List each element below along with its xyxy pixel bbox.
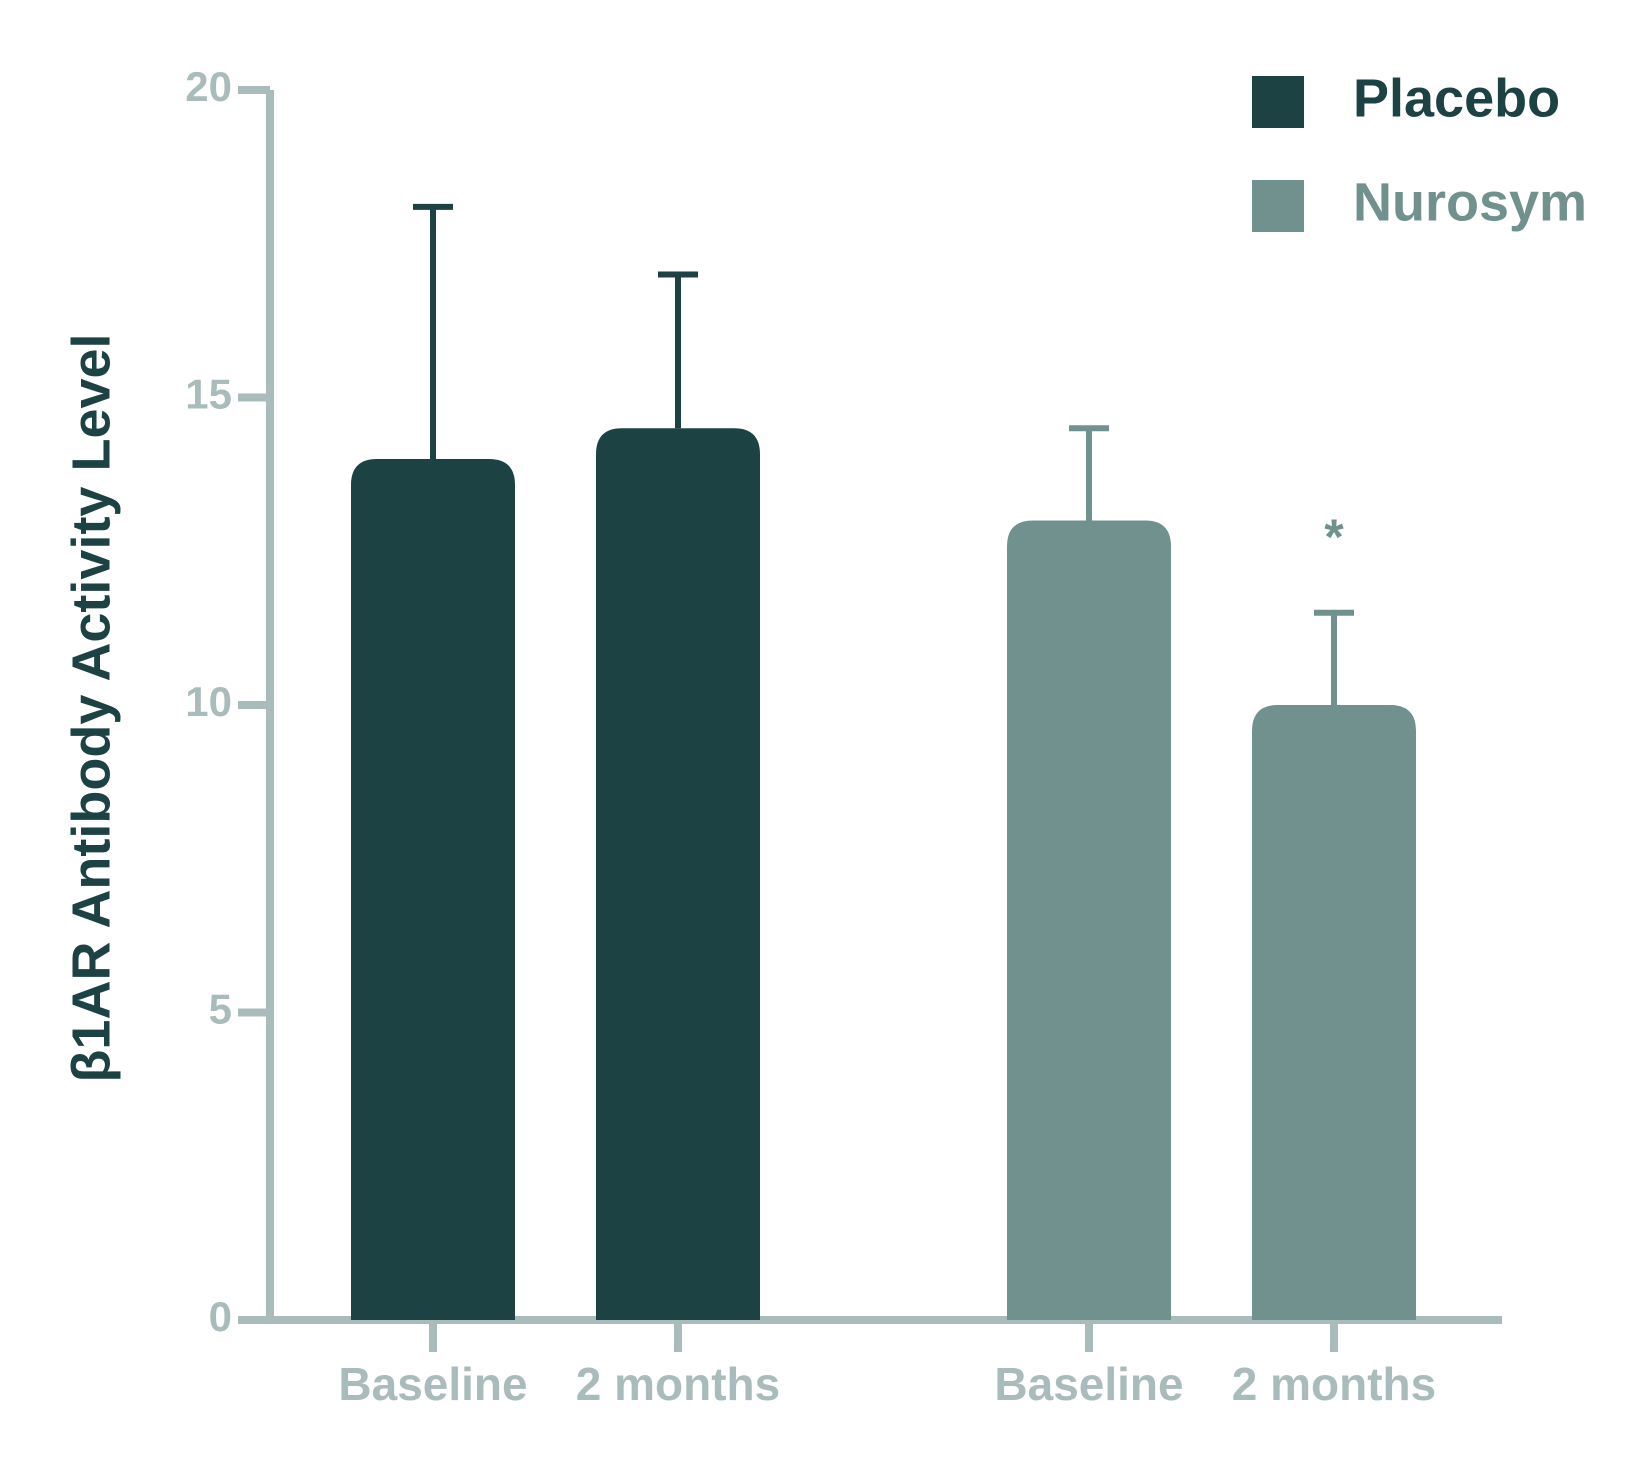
y-axis-label: β1AR Antibody Activity Level — [61, 333, 121, 1082]
annotation: * — [1324, 509, 1344, 565]
x-tick-label: Baseline — [994, 1358, 1183, 1410]
legend-swatch — [1252, 76, 1304, 128]
x-tick-label: Baseline — [338, 1358, 527, 1410]
x-tick-label: 2 months — [576, 1358, 780, 1410]
legend-swatch — [1252, 180, 1304, 232]
legend-label: Nurosym — [1353, 172, 1587, 232]
x-tick-label: 2 months — [1232, 1358, 1436, 1410]
y-tick-label: 10 — [185, 678, 232, 725]
legend-label: Placebo — [1353, 68, 1560, 128]
y-tick-label: 20 — [185, 63, 232, 110]
y-tick-label: 0 — [209, 1293, 232, 1340]
bar — [596, 428, 760, 1320]
bar — [1252, 705, 1416, 1320]
bar — [1007, 520, 1171, 1320]
bar — [351, 459, 515, 1320]
y-tick-label: 5 — [209, 986, 232, 1033]
y-tick-label: 15 — [185, 371, 232, 418]
